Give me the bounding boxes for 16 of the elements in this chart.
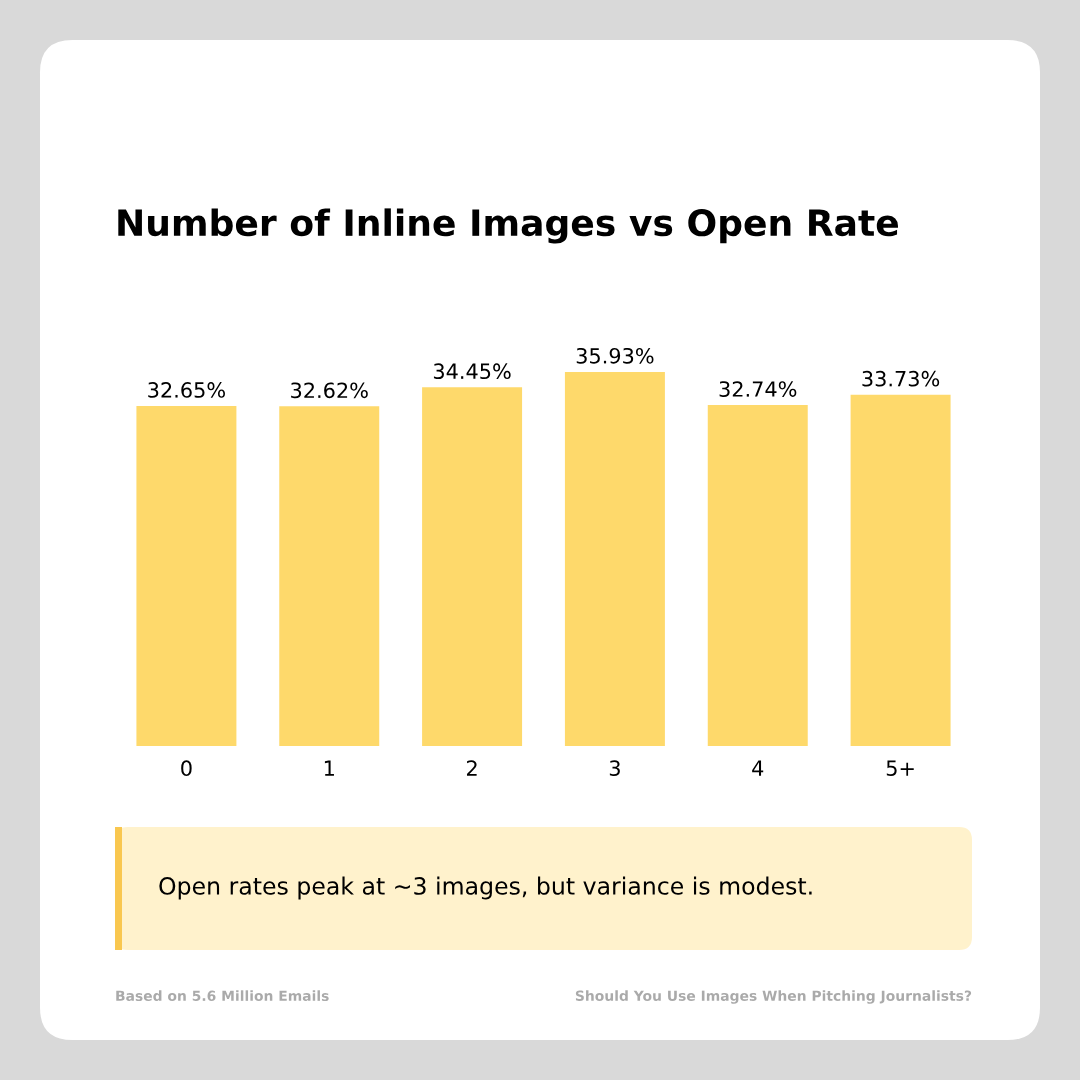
chart-title: Number of Inline Images vs Open Rate [118, 208, 898, 244]
x-tick-label: 3 [609, 760, 620, 777]
text: Based on 5.6 Million Emails [116, 990, 329, 1002]
data-label: 32.74% [719, 381, 797, 397]
text: Open rates peak at ~3 images, but variance is modest. [159, 876, 812, 900]
x-tick-label: 2 [466, 760, 477, 776]
text: Should You Use Images When Pitching Journalists? [575, 990, 972, 1004]
data-label: 33.73% [862, 370, 940, 387]
data-label: 34.45% [433, 363, 511, 380]
data-label: 35.93% [576, 347, 654, 364]
x-tick-label: 4 [752, 760, 764, 776]
x-tick-label: 1 [324, 760, 334, 776]
x-tick-label: 5+ [886, 760, 914, 777]
x-tick-label: 0 [181, 760, 192, 777]
data-label: 32.62% [291, 382, 368, 399]
data-label: 32.65% [148, 382, 225, 398]
